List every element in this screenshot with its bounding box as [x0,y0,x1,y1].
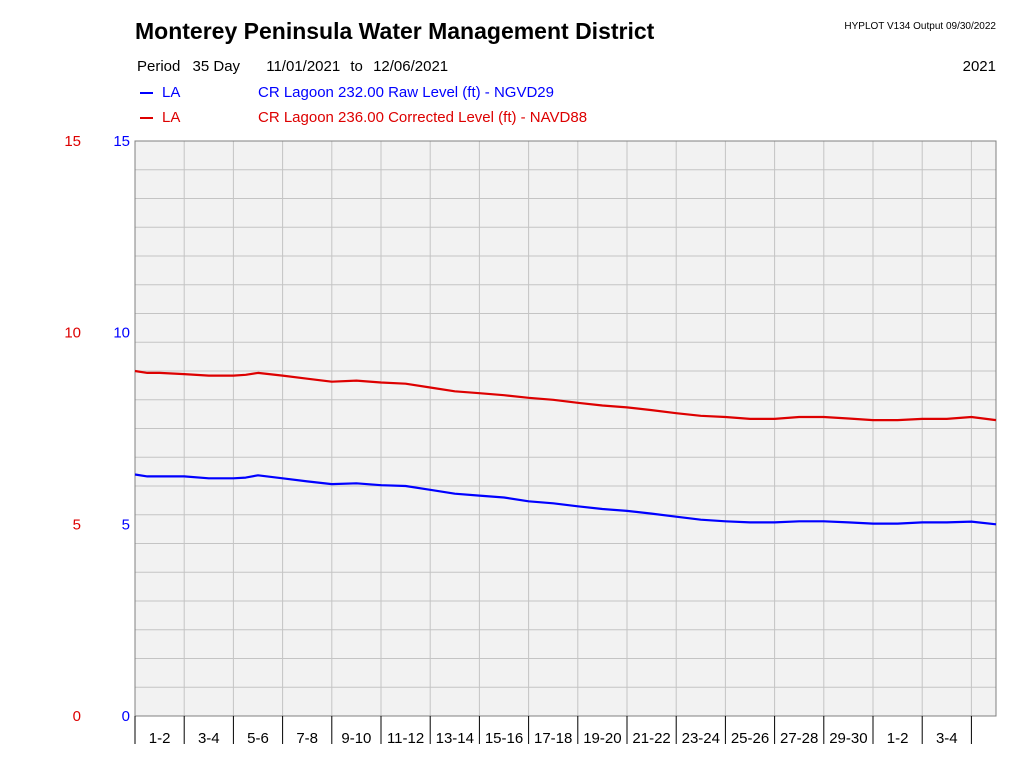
x-tick-label: 5-6 [247,730,269,747]
series-line-raw-level [134,473,997,526]
left-axis-tick-label: 15 [64,133,81,150]
plot-frame [134,140,997,717]
period-line: Period 35 Day 11/01/2021 to 12/06/2021 [137,58,456,75]
legend-swatch-raw [140,92,153,94]
left-axis-tick-label: 0 [73,708,81,725]
year-label: 2021 [962,58,996,75]
x-tick-label: 1-2 [149,730,171,747]
x-tick-label: 11-12 [387,730,424,747]
output-info: HYPLOT V134 Output 09/30/2022 [844,21,996,32]
legend-code-corrected: LA [162,109,181,126]
chart-title: Monterey Peninsula Water Management Dist… [135,18,655,44]
period-value: 35 Day [192,58,241,75]
x-tick-label: 15-16 [485,730,523,747]
legend-entry-raw: LA CR Lagoon 232.00 Raw Level (ft) - NGV… [140,83,740,103]
legend-desc-corrected: CR Lagoon 236.00 Corrected Level (ft) - … [258,109,588,126]
x-tick-label: 27-28 [780,730,818,747]
legend-entry-corrected: LA CR Lagoon 236.00 Corrected Level (ft)… [140,108,740,128]
x-tick-label: 19-20 [583,730,621,747]
legend-swatch-corrected [140,117,153,119]
right-axis-tick-label: 0 [122,708,130,725]
right-axis-tick-label: 5 [122,516,130,533]
x-tick-label: 13-14 [436,730,474,747]
right-axis-tick-label: 15 [113,133,130,150]
left-axis-tick-label: 10 [64,325,81,342]
x-tick-label: 21-22 [632,730,670,747]
x-tick-label: 3-4 [936,730,958,747]
x-tick-label: 23-24 [682,730,720,747]
to-word: to [350,58,363,75]
x-tick-label: 29-30 [829,730,867,747]
x-tick-label: 25-26 [731,730,769,747]
start-date: 11/01/2021 [266,58,341,75]
series-line-corrected-level [134,369,997,422]
x-tick-label: 9-10 [341,730,371,747]
period-label: Period [137,58,181,75]
x-tick-label: 3-4 [198,730,220,747]
x-tick-label: 7-8 [296,730,318,747]
end-date: 12/06/2021 [373,58,449,75]
left-axis-tick-label: 5 [73,516,81,533]
legend-desc-raw: CR Lagoon 232.00 Raw Level (ft) - NGVD29 [258,84,554,101]
right-axis-tick-label: 10 [113,325,130,342]
legend-code-raw: LA [162,84,181,101]
x-tick-label: 17-18 [534,730,572,747]
x-tick-label: 1-2 [887,730,909,747]
